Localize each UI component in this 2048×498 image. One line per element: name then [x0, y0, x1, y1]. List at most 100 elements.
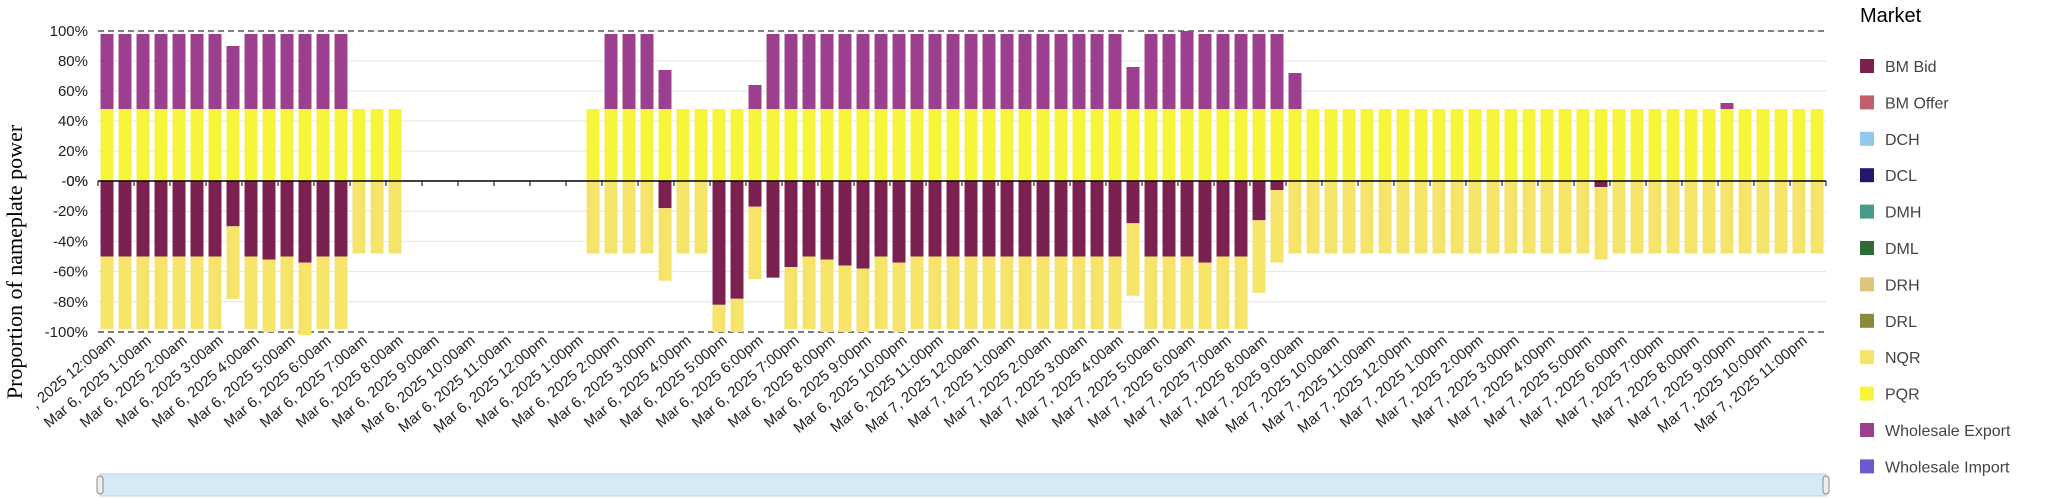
bar-segment [1252, 181, 1266, 221]
bar-segment [946, 256, 960, 329]
bar-segment [928, 109, 942, 181]
bar-segment [1378, 181, 1392, 254]
bar-segment [928, 34, 942, 109]
bar-segment [136, 181, 150, 257]
bar-segment [946, 109, 960, 181]
bar-segment [892, 34, 906, 109]
bar-segment [1576, 109, 1590, 181]
bar-segment [1432, 109, 1446, 181]
bar-segment [298, 181, 312, 263]
bar-segment [1144, 256, 1158, 329]
bar-segment [766, 109, 780, 181]
bar-segment [784, 109, 798, 181]
bar-segment [1486, 181, 1500, 254]
bar-segment [730, 298, 744, 332]
range-scrollbar[interactable] [96, 473, 1830, 497]
bar-segment [784, 34, 798, 109]
bar-segment [1792, 109, 1806, 181]
y-tick-label: 100% [50, 23, 88, 40]
bar-segment [1666, 109, 1680, 181]
bar-segment [838, 265, 852, 332]
bar-segment [1468, 181, 1482, 254]
bar-segment [118, 181, 132, 257]
bar-segment [820, 259, 834, 332]
bar-segment [226, 181, 240, 227]
legend-swatch [1860, 313, 1874, 328]
legend-swatch [1860, 423, 1874, 437]
bar-segment [118, 109, 132, 181]
bar-segment [730, 181, 744, 299]
bar-segment [1774, 109, 1788, 181]
bar-segment [856, 109, 870, 181]
bar-segment [388, 109, 402, 181]
legend-label: Wholesale Import [1885, 459, 2010, 476]
bar-segment [640, 34, 654, 109]
bar-segment [1054, 256, 1068, 329]
bar-segment [1072, 256, 1086, 329]
bar-segment [1072, 34, 1086, 109]
bar-segment [190, 34, 204, 109]
bar-segment [334, 256, 348, 329]
bar-segment [1180, 109, 1194, 181]
bar-segment [298, 34, 312, 109]
legend-swatch [1860, 241, 1874, 255]
bar-segment [1504, 109, 1518, 181]
bar-segment [1756, 109, 1770, 181]
bar-segment [1396, 181, 1410, 254]
bar-segment [208, 181, 222, 257]
bar-segment [1252, 34, 1266, 109]
bar-segment [172, 109, 186, 181]
bar-segment [1702, 109, 1716, 181]
scrollbar-track[interactable] [99, 473, 1827, 497]
legend-label: BM Offer [1885, 95, 1949, 112]
legend-swatch [1860, 386, 1874, 401]
bar-segment [1234, 34, 1248, 109]
bar-segment [1162, 181, 1176, 257]
scrollbar-left-handle[interactable] [96, 475, 104, 495]
legend-label: Wholesale Export [1885, 423, 2011, 440]
bar-segment [298, 262, 312, 336]
legend-label: DCL [1885, 168, 1917, 185]
y-tick-label: 40% [58, 113, 88, 130]
bar-segment [928, 181, 942, 257]
bar-segment [892, 262, 906, 332]
bar-segment [604, 34, 618, 109]
bar-segment [964, 256, 978, 329]
bar-segment [334, 109, 348, 181]
y-tick-label: 0% [66, 173, 88, 190]
bar-segment [1180, 31, 1194, 109]
bar-segment [1108, 109, 1122, 181]
bar-segment [874, 181, 888, 257]
bar-segment [1144, 109, 1158, 181]
bar-segment [1216, 181, 1230, 257]
bar-segment [136, 109, 150, 181]
bar-segment [1522, 109, 1536, 181]
bar-segment [1738, 181, 1752, 254]
bar-segment [262, 34, 276, 109]
bar-segment [388, 181, 402, 254]
bar-segment [946, 181, 960, 257]
y-tick-label: -80% [53, 294, 88, 311]
bar-segment [1324, 109, 1338, 181]
bar-segment [802, 256, 816, 329]
bar-segment [712, 109, 726, 181]
bar-segment [1072, 181, 1086, 257]
bar-segment [1684, 109, 1698, 181]
bar-segment [208, 256, 222, 329]
bar-segment [1162, 256, 1176, 329]
bar-segment [1738, 109, 1752, 181]
bar-segment [1396, 109, 1410, 181]
bar-segment [1720, 109, 1734, 181]
bar-segment [676, 109, 690, 181]
bar-segment [1126, 181, 1140, 224]
bar-segment [1270, 181, 1284, 191]
bar-segment [1792, 181, 1806, 254]
bar-segment [208, 34, 222, 109]
legend-label: DMH [1885, 205, 1921, 222]
bar-segment [1414, 109, 1428, 181]
scrollbar-right-handle[interactable] [1822, 475, 1830, 495]
bar-segment [874, 109, 888, 181]
bar-segment [1666, 181, 1680, 254]
legend-swatch [1860, 168, 1874, 183]
bar-segment [154, 109, 168, 181]
